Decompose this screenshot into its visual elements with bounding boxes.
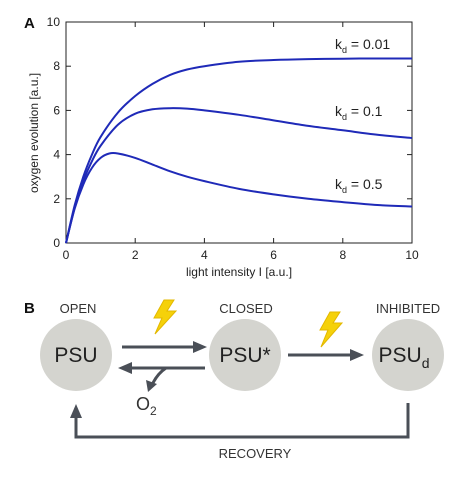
transition-arrows bbox=[74, 345, 410, 439]
psu-inhibited-text: PSUd bbox=[379, 344, 430, 371]
arrowhead-recovery bbox=[70, 404, 82, 418]
series-lines bbox=[65, 57, 413, 244]
psu-open-text: PSU bbox=[54, 344, 97, 367]
y-tick-label: 2 bbox=[53, 192, 60, 206]
panel-b-label: B bbox=[24, 300, 35, 317]
state-inhibited-caption: INHIBITED bbox=[376, 301, 440, 316]
arrowhead-closed-inhibited bbox=[350, 349, 364, 361]
recovery-label: RECOVERY bbox=[219, 446, 292, 461]
y-axis-ticks: 0 2 4 6 8 10 bbox=[47, 15, 412, 250]
psu-closed-node bbox=[209, 319, 281, 391]
series-label-kd-0.01: kd = 0.01 bbox=[335, 36, 390, 55]
x-tick-label: 4 bbox=[201, 248, 208, 262]
x-tick-label: 8 bbox=[339, 248, 346, 262]
series-line-1 bbox=[65, 107, 413, 244]
x-tick-label: 0 bbox=[63, 248, 70, 262]
series-label-kd-0.1: kd = 0.1 bbox=[335, 103, 383, 122]
plot-area: 0 2 4 6 8 10 0 2 4 6 8 10 bbox=[47, 15, 419, 262]
series-label-kd-0.5: kd = 0.5 bbox=[335, 176, 383, 195]
panel-a-label: A bbox=[24, 15, 35, 32]
x-axis-ticks: 0 2 4 6 8 10 bbox=[63, 22, 419, 262]
x-tick-label: 6 bbox=[270, 248, 277, 262]
oxygen-release-arrow bbox=[150, 366, 167, 386]
lightning-icon-2 bbox=[319, 311, 344, 348]
oxygen-label: O2 bbox=[136, 394, 157, 418]
psu-closed-text: PSU* bbox=[219, 344, 270, 367]
y-tick-label: 10 bbox=[47, 15, 61, 29]
lightning-icon-1 bbox=[153, 299, 178, 335]
y-tick-label: 4 bbox=[53, 148, 60, 162]
state-open-caption: OPEN bbox=[60, 301, 97, 316]
series-line-0 bbox=[65, 57, 413, 244]
x-axis-label: light intensity I [a.u.] bbox=[186, 265, 292, 279]
psu-inhibited-node bbox=[372, 319, 444, 391]
arrowhead-closed-open bbox=[118, 362, 132, 374]
x-tick-label: 2 bbox=[132, 248, 139, 262]
arrowhead-oxygen bbox=[146, 380, 157, 392]
y-tick-label: 6 bbox=[53, 103, 60, 117]
recovery-arrow bbox=[74, 403, 410, 439]
y-axis-label: oxygen evolution [a.u.] bbox=[27, 73, 41, 193]
y-tick-label: 0 bbox=[53, 236, 60, 250]
state-closed-caption: CLOSED bbox=[219, 301, 272, 316]
x-tick-label: 10 bbox=[405, 248, 419, 262]
y-tick-label: 8 bbox=[53, 59, 60, 73]
psu-open-node bbox=[40, 319, 112, 391]
arrow-heads bbox=[70, 341, 364, 418]
series-line-2 bbox=[65, 151, 413, 244]
arrowhead-open-closed bbox=[193, 341, 207, 353]
axes-frame bbox=[65, 21, 413, 244]
